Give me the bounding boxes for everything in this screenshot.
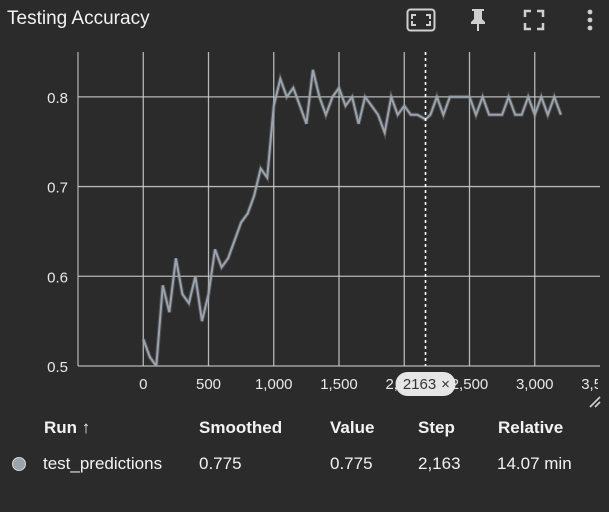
axis-mask-right — [598, 372, 609, 396]
chart-title: Testing Accuracy — [7, 8, 150, 29]
axis-mask-left — [0, 372, 74, 396]
x-tick-label: 1,500 — [320, 376, 358, 393]
value-header[interactable]: Value — [330, 418, 375, 437]
resize-handle-icon[interactable] — [588, 395, 602, 409]
smoothed-value: 0.775 — [199, 454, 242, 473]
y-tick-label: 0.7 — [47, 180, 68, 197]
run-header[interactable]: Run ↑ — [44, 418, 90, 438]
step-cell: 2,163 — [418, 454, 461, 473]
card-header: Testing Accuracy — [0, 0, 609, 40]
relative-header[interactable]: Relative — [498, 418, 564, 437]
sort-ascending-icon: ↑ — [81, 418, 91, 437]
x-tick-label: 0 — [139, 376, 147, 393]
value-cell: 0.775 — [330, 454, 373, 473]
x-tick-label: 500 — [196, 376, 221, 393]
run-color-swatch[interactable] — [12, 457, 26, 471]
y-tick-label: 0.6 — [47, 269, 68, 286]
series-line-0 — [142, 69, 562, 366]
close-icon[interactable]: × — [441, 376, 450, 393]
x-tick-label: 3,000 — [516, 376, 554, 393]
smoothed-header[interactable]: Smoothed — [199, 418, 283, 437]
y-tick-label: 0.8 — [47, 90, 68, 107]
fit-domain-icon[interactable] — [405, 5, 437, 35]
y-tick-label: 0.5 — [47, 359, 68, 376]
x-tick-label: 1,000 — [255, 376, 293, 393]
line-chart[interactable]: 0.50.60.70.805001,0001,5002,0002,5003,00… — [0, 40, 609, 400]
x-tick-label: 2,500 — [451, 376, 489, 393]
pin-icon[interactable] — [462, 5, 494, 35]
cursor-step-chip — [395, 372, 456, 396]
cursor-step-label: 2163 — [403, 376, 436, 393]
step-header[interactable]: Step — [418, 418, 455, 437]
more-vert-icon[interactable] — [574, 5, 606, 35]
relative-cell: 14.07 min — [497, 454, 572, 473]
run-name: test_predictions — [43, 454, 163, 473]
run-header-label: Run — [44, 418, 78, 437]
fullscreen-icon[interactable] — [518, 5, 550, 35]
